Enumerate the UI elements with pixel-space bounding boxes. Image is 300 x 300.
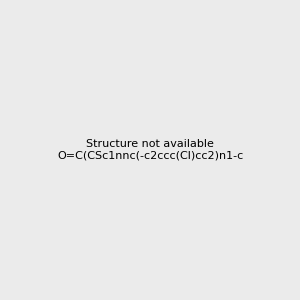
Text: Structure not available
O=C(CSc1nnc(-c2ccc(Cl)cc2)n1-c: Structure not available O=C(CSc1nnc(-c2c… <box>57 139 243 161</box>
